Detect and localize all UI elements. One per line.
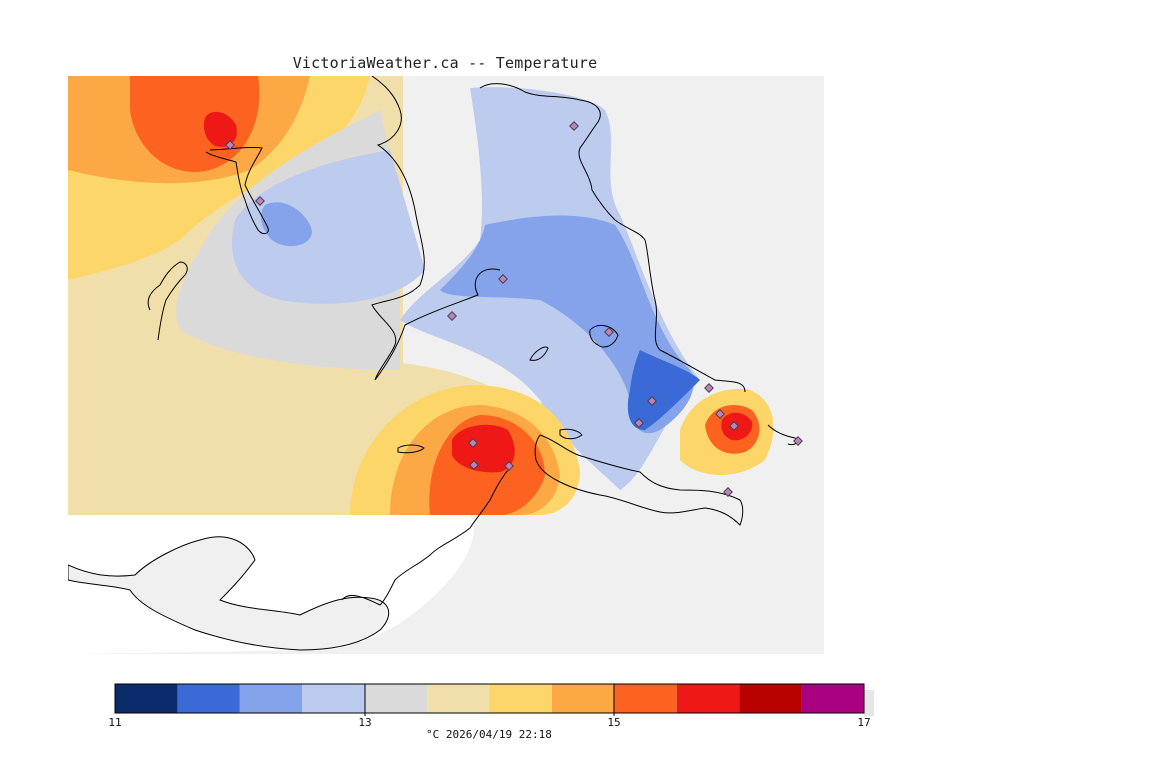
contour-band-12-west [260, 202, 312, 247]
station-marker [569, 121, 579, 131]
station-marker [225, 140, 235, 150]
legend-bin [115, 684, 178, 713]
contour-band-12.5-west [232, 150, 425, 304]
station-marker [255, 196, 265, 206]
legend-tick-label-15: 15 [607, 716, 621, 729]
chart-title: VictoriaWeather.ca -- Temperature [292, 54, 598, 72]
station-marker [468, 438, 478, 448]
station-markers [225, 121, 803, 497]
legend-bin [364, 684, 428, 713]
legend-bin [676, 684, 740, 713]
station-marker [704, 383, 714, 393]
contour-band-red-nw [130, 76, 260, 172]
station-marker [469, 460, 479, 470]
legend-bin [302, 684, 365, 713]
contour-core-south [452, 424, 515, 473]
station-marker [723, 487, 733, 497]
legend-bin [551, 684, 615, 713]
coastline [147, 76, 798, 606]
legend-tick-label-13: 13 [358, 716, 372, 729]
legend-bin [801, 684, 864, 713]
legend-bin [239, 684, 303, 713]
station-marker [447, 311, 457, 321]
station-marker [604, 327, 614, 337]
temperature-map [68, 76, 824, 654]
legend-bin [427, 684, 490, 713]
legend-bin [614, 684, 677, 713]
legend-tick-label-17: 17 [857, 716, 871, 729]
legend-bin [739, 684, 802, 713]
legend-unit-caption: °C 2026/04/19 22:18 [426, 728, 552, 741]
legend-bins [115, 684, 864, 713]
station-marker [647, 396, 657, 406]
legend-bin [177, 684, 240, 713]
legend-tick-label-11: 11 [108, 716, 122, 729]
land-peninsula-south [68, 536, 390, 651]
station-marker [793, 436, 803, 446]
legend-bin [489, 684, 552, 713]
station-marker [729, 421, 739, 431]
contour-band-12-inlet [440, 215, 694, 434]
legend-shadow [864, 690, 874, 716]
station-marker [498, 274, 508, 284]
legend-frame [114, 683, 865, 714]
station-marker [504, 461, 514, 471]
station-marker [634, 418, 644, 428]
station-marker [715, 409, 725, 419]
contour-band-11.5-inlet [627, 350, 700, 430]
contour-core-nw [203, 111, 237, 147]
